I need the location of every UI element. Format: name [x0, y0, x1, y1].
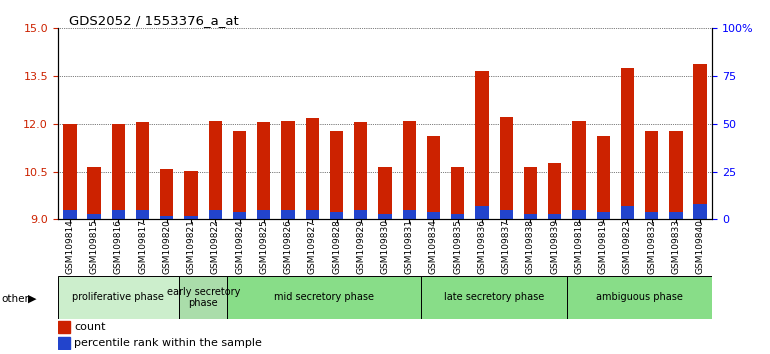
- Bar: [112, 124, 125, 219]
- Text: mid secretory phase: mid secretory phase: [274, 292, 374, 302]
- Bar: [281, 210, 295, 219]
- Bar: [621, 68, 634, 219]
- Bar: [58, 337, 69, 349]
- Bar: [403, 210, 416, 219]
- Bar: [597, 212, 610, 219]
- Text: GSM109832: GSM109832: [647, 219, 656, 274]
- Text: proliferative phase: proliferative phase: [72, 292, 164, 302]
- Bar: [567, 276, 712, 319]
- Text: GSM109829: GSM109829: [357, 219, 365, 274]
- Bar: [451, 167, 464, 219]
- Bar: [88, 214, 101, 219]
- Bar: [403, 121, 416, 219]
- Text: other: other: [2, 294, 29, 304]
- Text: GSM109836: GSM109836: [477, 219, 487, 274]
- Text: GSM109828: GSM109828: [332, 219, 341, 274]
- Bar: [421, 276, 567, 319]
- Bar: [227, 276, 421, 319]
- Bar: [257, 122, 270, 219]
- Text: GSM109840: GSM109840: [695, 219, 705, 274]
- Bar: [306, 118, 319, 219]
- Bar: [88, 167, 101, 219]
- Bar: [330, 131, 343, 219]
- Bar: [500, 210, 513, 219]
- Text: percentile rank within the sample: percentile rank within the sample: [74, 338, 262, 348]
- Text: GSM109816: GSM109816: [114, 219, 123, 274]
- Bar: [524, 167, 537, 219]
- Bar: [136, 122, 149, 219]
- Bar: [257, 210, 270, 219]
- Bar: [524, 214, 537, 219]
- Text: GSM109819: GSM109819: [598, 219, 608, 274]
- Bar: [427, 212, 440, 219]
- Text: GSM109835: GSM109835: [454, 219, 462, 274]
- Bar: [378, 167, 392, 219]
- Text: GDS2052 / 1553376_a_at: GDS2052 / 1553376_a_at: [69, 14, 239, 27]
- Text: GSM109827: GSM109827: [308, 219, 316, 274]
- Text: GSM109820: GSM109820: [162, 219, 172, 274]
- Bar: [475, 206, 489, 219]
- Text: GSM109830: GSM109830: [380, 219, 390, 274]
- Text: GSM109837: GSM109837: [502, 219, 511, 274]
- Bar: [209, 210, 222, 219]
- Bar: [354, 210, 367, 219]
- Text: late secretory phase: late secretory phase: [444, 292, 544, 302]
- Text: GSM109826: GSM109826: [283, 219, 293, 274]
- Text: ambiguous phase: ambiguous phase: [596, 292, 683, 302]
- Bar: [548, 214, 561, 219]
- Text: GSM109838: GSM109838: [526, 219, 535, 274]
- Bar: [112, 210, 125, 219]
- Bar: [233, 212, 246, 219]
- Bar: [330, 212, 343, 219]
- Bar: [451, 214, 464, 219]
- Bar: [58, 276, 179, 319]
- Bar: [645, 212, 658, 219]
- Bar: [597, 136, 610, 219]
- Bar: [669, 131, 682, 219]
- Bar: [233, 131, 246, 219]
- Bar: [378, 214, 392, 219]
- Bar: [209, 121, 222, 219]
- Bar: [669, 212, 682, 219]
- Bar: [572, 210, 586, 219]
- Bar: [63, 124, 76, 219]
- Text: GSM109823: GSM109823: [623, 219, 632, 274]
- Text: GSM109825: GSM109825: [259, 219, 268, 274]
- Text: count: count: [74, 322, 105, 332]
- Bar: [58, 321, 69, 333]
- Text: GSM109817: GSM109817: [138, 219, 147, 274]
- Text: GSM109818: GSM109818: [574, 219, 584, 274]
- Bar: [306, 210, 319, 219]
- Bar: [179, 276, 227, 319]
- Bar: [160, 170, 173, 219]
- Bar: [136, 210, 149, 219]
- Text: GSM109834: GSM109834: [429, 219, 438, 274]
- Bar: [645, 131, 658, 219]
- Text: GSM109839: GSM109839: [551, 219, 559, 274]
- Text: GSM109824: GSM109824: [235, 219, 244, 274]
- Bar: [427, 136, 440, 219]
- Text: early secretory
phase: early secretory phase: [166, 286, 240, 308]
- Bar: [621, 206, 634, 219]
- Text: GSM109833: GSM109833: [671, 219, 681, 274]
- Bar: [548, 163, 561, 219]
- Text: ▶: ▶: [28, 294, 36, 304]
- Bar: [475, 71, 489, 219]
- Bar: [184, 216, 198, 219]
- Bar: [694, 64, 707, 219]
- Bar: [694, 204, 707, 219]
- Text: GSM109815: GSM109815: [89, 219, 99, 274]
- Bar: [572, 121, 586, 219]
- Text: GSM109822: GSM109822: [211, 219, 219, 274]
- Bar: [63, 210, 76, 219]
- Bar: [500, 117, 513, 219]
- Text: GSM109821: GSM109821: [186, 219, 196, 274]
- Bar: [160, 216, 173, 219]
- Text: GSM109814: GSM109814: [65, 219, 75, 274]
- Bar: [281, 121, 295, 219]
- Bar: [354, 122, 367, 219]
- Text: GSM109831: GSM109831: [405, 219, 413, 274]
- Bar: [184, 171, 198, 219]
